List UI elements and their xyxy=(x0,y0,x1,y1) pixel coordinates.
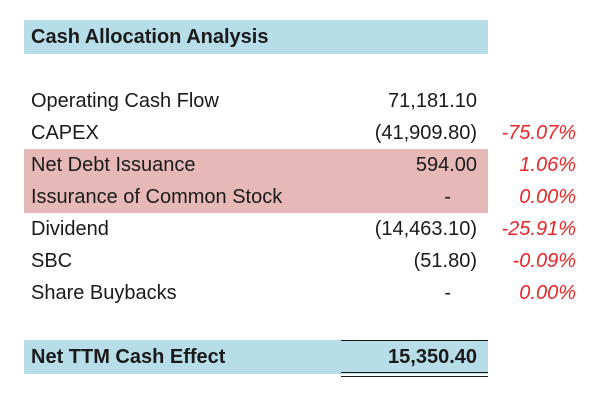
row-percent: 0.00% xyxy=(519,282,576,304)
row-label: Net Debt Issuance xyxy=(31,154,196,176)
total-value: 15,350.40 xyxy=(388,346,477,368)
sheet-title: Cash Allocation Analysis xyxy=(31,26,269,48)
table-row-share-buybacks: Share Buybacks - 0.00% xyxy=(0,277,593,309)
row-value: - xyxy=(444,282,451,304)
total-double-underline xyxy=(341,372,488,377)
row-percent: -0.09% xyxy=(512,250,576,272)
row-percent: -25.91% xyxy=(501,218,577,240)
table-row-capex: CAPEX (41,909.80) -75.07% xyxy=(0,117,593,149)
row-value: 71,181.10 xyxy=(388,90,477,112)
table-row-operating-cash-flow: Operating Cash Flow 71,181.10 xyxy=(0,85,593,117)
row-percent: 0.00% xyxy=(519,186,576,208)
row-label: SBC xyxy=(31,250,73,272)
total-top-border xyxy=(341,340,488,341)
row-label: Dividend xyxy=(31,218,109,240)
row-percent: -75.07% xyxy=(501,122,577,144)
row-value: (14,463.10) xyxy=(374,218,477,240)
row-value: (51.80) xyxy=(413,250,477,272)
row-label: CAPEX xyxy=(31,122,99,144)
highlight-band xyxy=(24,149,488,213)
table-row-dividend: Dividend (14,463.10) -25.91% xyxy=(0,213,593,245)
table-row-common-stock: Issurance of Common Stock - 0.00% xyxy=(0,181,593,213)
row-label: Share Buybacks xyxy=(31,282,177,304)
row-percent: 1.06% xyxy=(519,154,576,176)
row-label: Issurance of Common Stock xyxy=(31,186,283,208)
table-row-net-debt-issuance: Net Debt Issuance 594.00 1.06% xyxy=(0,149,593,181)
row-value: 594.00 xyxy=(415,154,477,176)
row-value: - xyxy=(444,186,451,208)
row-label: Operating Cash Flow xyxy=(31,90,219,112)
row-value: (41,909.80) xyxy=(374,122,477,144)
total-label: Net TTM Cash Effect xyxy=(31,346,226,368)
table-row-sbc: SBC (51.80) -0.09% xyxy=(0,245,593,277)
title-band xyxy=(24,20,488,54)
total-band xyxy=(24,340,488,374)
